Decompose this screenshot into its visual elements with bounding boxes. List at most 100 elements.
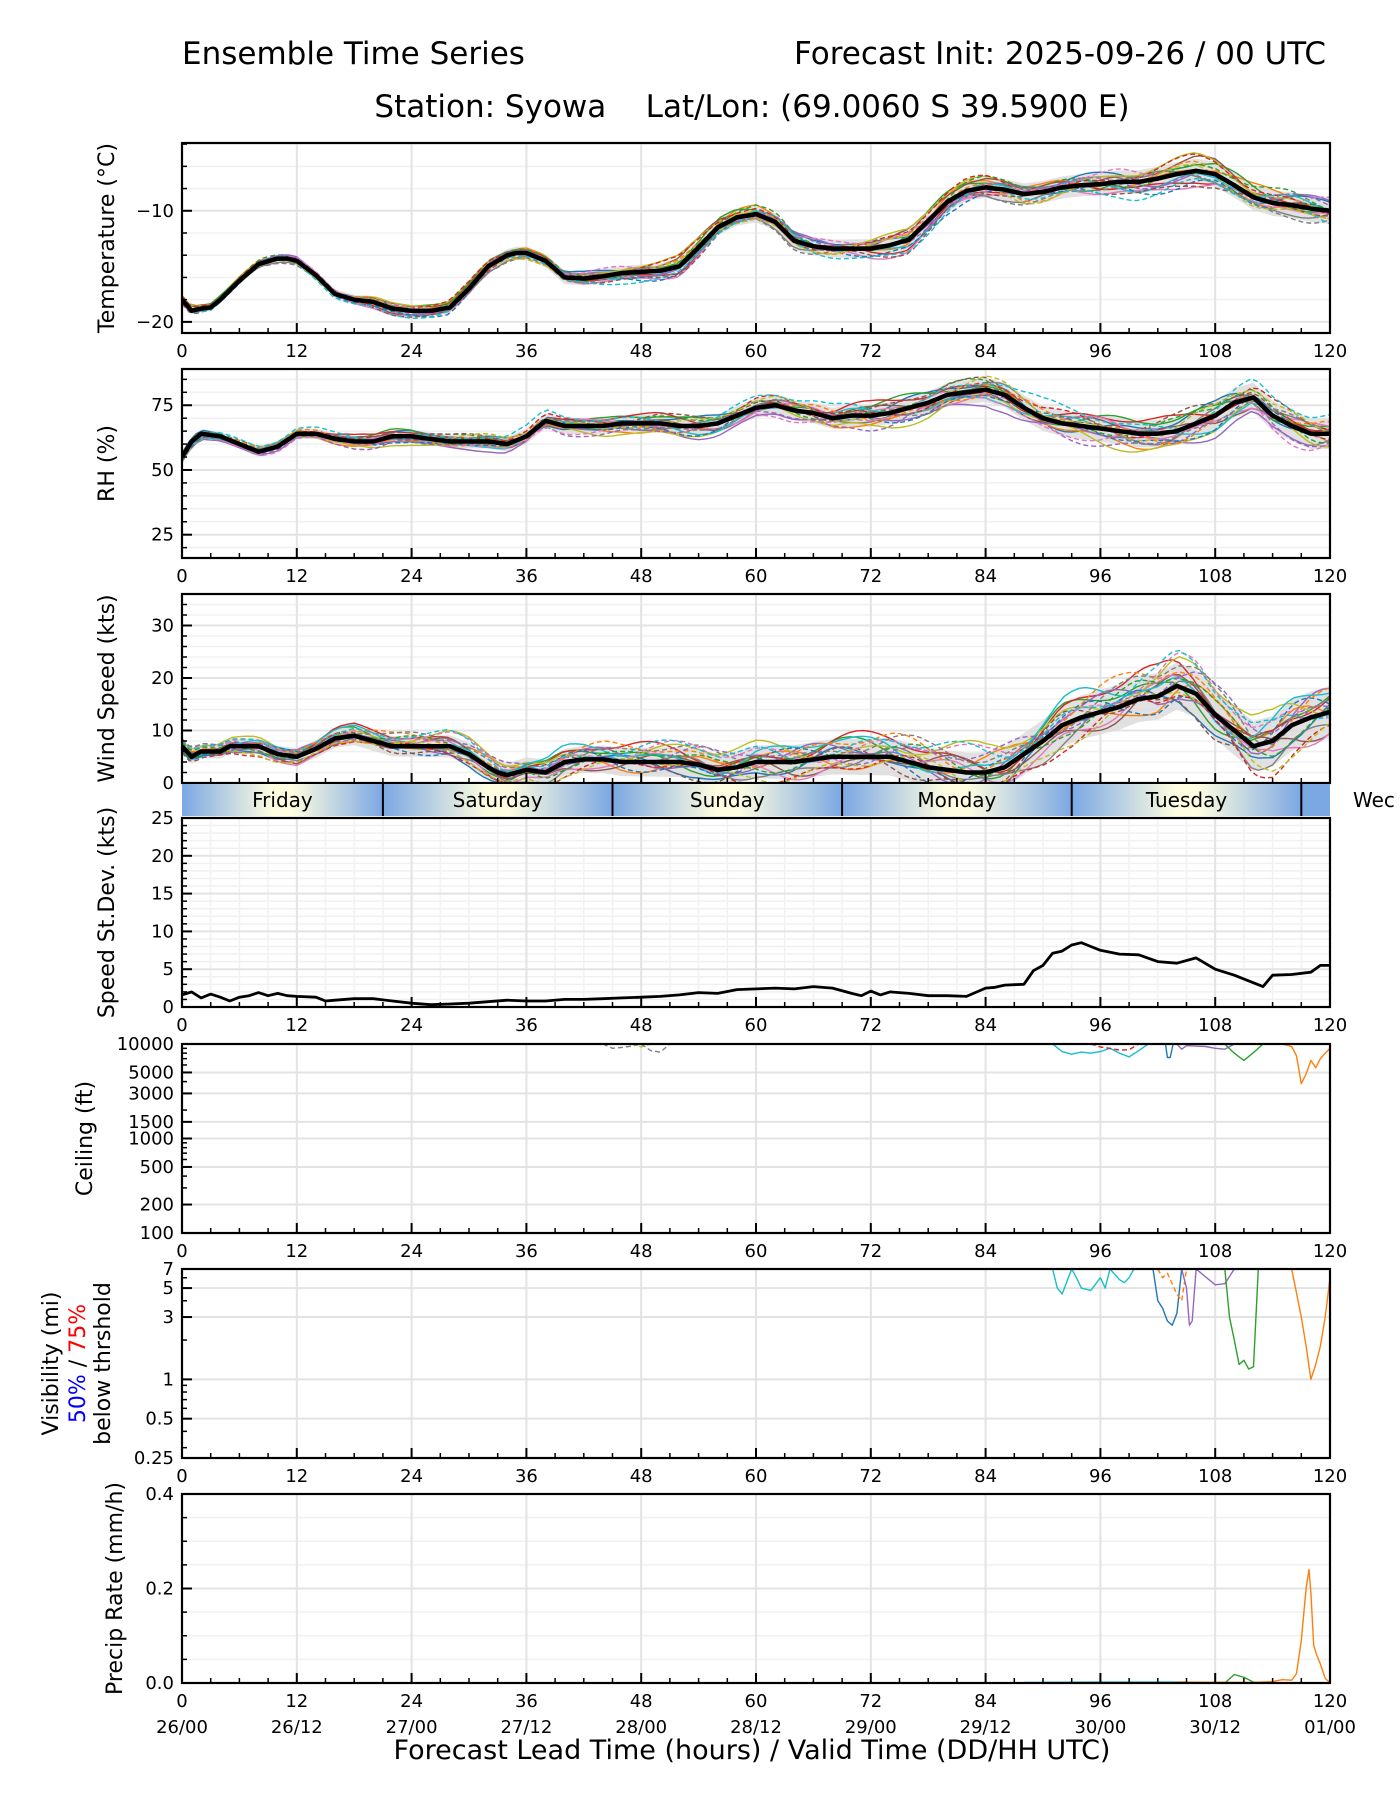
ensemble-member-line bbox=[182, 656, 1330, 767]
y-tick-label: 75 bbox=[151, 395, 174, 416]
day-band-fill bbox=[842, 784, 1072, 816]
y-tick-label: 3 bbox=[163, 1307, 174, 1328]
day-band-fill bbox=[1301, 784, 1330, 816]
x-axis-label: Forecast Lead Time (hours) / Valid Time … bbox=[394, 1735, 1111, 1766]
ensemble-member-line bbox=[182, 649, 1330, 772]
ensemble-member-line bbox=[182, 393, 1330, 460]
y-tick-label: 3000 bbox=[128, 1083, 174, 1104]
day-segment: Wec bbox=[1301, 784, 1395, 816]
x-tick-label: 72 bbox=[859, 1691, 882, 1712]
ensemble-member-line bbox=[182, 382, 1330, 459]
day-label: Wec bbox=[1353, 788, 1395, 812]
x-tick-label: 12 bbox=[285, 1466, 308, 1487]
series-member-blue bbox=[1164, 1044, 1174, 1059]
y-tick-label: 30 bbox=[151, 616, 174, 637]
y-tick-label: 10000 bbox=[117, 1034, 174, 1055]
x-valid-tick-label: 30/00 bbox=[1074, 1717, 1126, 1738]
x-tick-label: 36 bbox=[515, 566, 538, 587]
series-member-grey-2 bbox=[640, 1044, 671, 1053]
x-tick-label: 12 bbox=[285, 1691, 308, 1712]
day-segment: Monday bbox=[842, 784, 1072, 816]
ensemble-member-line bbox=[182, 170, 1330, 313]
x-tick-label: 24 bbox=[400, 1466, 423, 1487]
ensemble-mean-line bbox=[182, 387, 1330, 459]
y-tick-label: 5000 bbox=[128, 1062, 174, 1083]
day-band: Friday Saturday Sunday Monday Tuesday Wec bbox=[182, 784, 1395, 816]
y-tick-label: 0.4 bbox=[145, 1484, 174, 1505]
day-segment: Tuesday bbox=[1071, 784, 1302, 816]
y-tick-label: 15 bbox=[151, 884, 174, 905]
plot-area bbox=[1023, 1568, 1330, 1683]
y-axis-label: Ceiling (ft) bbox=[73, 1081, 98, 1196]
x-tick-label: 120 bbox=[1313, 1015, 1347, 1036]
y-tick-label: 0.25 bbox=[134, 1448, 174, 1469]
ensemble-mean-line bbox=[182, 168, 1330, 314]
threshold-label-part: 50% bbox=[66, 1374, 91, 1423]
x-tick-label: 96 bbox=[1089, 341, 1112, 362]
day-band-fill bbox=[182, 784, 383, 816]
y-axis-label: Visibility (mi) bbox=[39, 1292, 64, 1436]
y-tick-label: −20 bbox=[136, 312, 174, 333]
x-tick-label: 24 bbox=[400, 341, 423, 362]
panel-speed_stdev: 0 5 10 15 20 25 0 12 24 36 48 60 72 84 96 108 120 Speed S… bbox=[95, 807, 1347, 1036]
y-tick-label: 25 bbox=[151, 808, 174, 829]
x-tick-label: 84 bbox=[974, 1015, 997, 1036]
x-tick-label: 84 bbox=[974, 1241, 997, 1262]
y-axis-label-line3: below thrshold bbox=[91, 1282, 116, 1445]
x-tick-label: 12 bbox=[285, 1241, 308, 1262]
series-member-cyan bbox=[1051, 1269, 1135, 1295]
day-label: Saturday bbox=[453, 788, 543, 812]
x-tick-label: 24 bbox=[400, 1691, 423, 1712]
y-axis-label: Precip Rate (mm/h) bbox=[103, 1482, 128, 1695]
threshold-label-part: / bbox=[66, 1353, 91, 1374]
day-label: Monday bbox=[917, 788, 996, 812]
y-tick-label: 500 bbox=[140, 1157, 174, 1178]
series-member-green bbox=[1224, 1044, 1264, 1062]
x-tick-label: 96 bbox=[1089, 1241, 1112, 1262]
ensemble-member-line bbox=[182, 390, 1330, 458]
x-tick-label: 48 bbox=[630, 341, 653, 362]
y-tick-label: 7 bbox=[163, 1259, 174, 1280]
y-tick-label: 0 bbox=[163, 773, 174, 794]
series-member-purple bbox=[1181, 1269, 1235, 1326]
x-tick-label: 36 bbox=[515, 1466, 538, 1487]
x-tick-label: 36 bbox=[515, 1015, 538, 1036]
x-tick-label: 12 bbox=[285, 341, 308, 362]
y-tick-label: 0 bbox=[163, 997, 174, 1018]
title-left: Ensemble Time Series bbox=[182, 36, 525, 72]
day-label: Friday bbox=[252, 788, 313, 812]
y-axis-label: Speed St.Dev. (kts) bbox=[95, 807, 120, 1018]
subtitle: Station: Syowa Lat/Lon: (69.0060 S 39.59… bbox=[374, 89, 1129, 125]
x-tick-label: 108 bbox=[1198, 1466, 1232, 1487]
plot-area bbox=[182, 152, 1330, 320]
x-tick-label: 12 bbox=[285, 566, 308, 587]
x-tick-label: 60 bbox=[745, 341, 768, 362]
y-tick-label: 5 bbox=[163, 1278, 174, 1299]
y-tick-label: 0.5 bbox=[145, 1409, 174, 1430]
day-label: Tuesday bbox=[1145, 788, 1228, 812]
series-member-purple bbox=[1176, 1044, 1235, 1050]
day-segment: Friday bbox=[182, 784, 383, 816]
x-tick-label: 108 bbox=[1198, 566, 1232, 587]
x-tick-label: 72 bbox=[859, 1015, 882, 1036]
x-tick-label: 72 bbox=[859, 1466, 882, 1487]
series-member-orange-dashed bbox=[1157, 1269, 1188, 1302]
x-tick-label: 72 bbox=[859, 566, 882, 587]
day-band-fill bbox=[382, 784, 613, 816]
x-tick-label: 84 bbox=[974, 566, 997, 587]
x-tick-label: 0 bbox=[176, 1466, 187, 1487]
x-tick-label: 0 bbox=[176, 566, 187, 587]
x-tick-label: 72 bbox=[859, 1241, 882, 1262]
threshold-label-part: 75% bbox=[66, 1304, 91, 1353]
y-axis-label-threshold: 50% / 75% bbox=[66, 1304, 91, 1423]
y-tick-label: 200 bbox=[140, 1195, 174, 1216]
x-tick-label: 120 bbox=[1313, 566, 1347, 587]
x-tick-label: 96 bbox=[1089, 1691, 1112, 1712]
ensemble-member-line bbox=[182, 153, 1330, 309]
series-member-orange bbox=[1282, 1044, 1330, 1085]
ensemble-member-line bbox=[182, 677, 1330, 779]
y-axis-label: Wind Speed (kts) bbox=[95, 594, 120, 782]
y-tick-label: 20 bbox=[151, 668, 174, 689]
x-tick-label: 0 bbox=[176, 341, 187, 362]
